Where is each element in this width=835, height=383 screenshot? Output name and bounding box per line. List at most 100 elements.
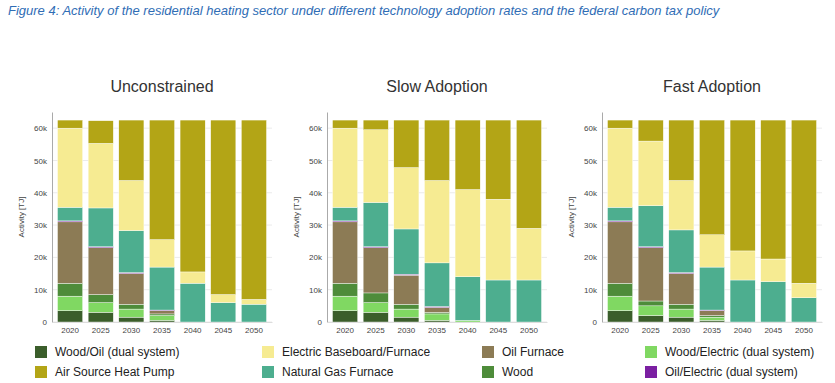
- bar-segment: [730, 280, 755, 322]
- bar-segment: [669, 230, 694, 273]
- bar-segment: [608, 311, 633, 322]
- x-tick-label: 2050: [245, 326, 263, 335]
- y-tick-label: 10k: [34, 286, 48, 295]
- bar-segment: [241, 304, 266, 322]
- y-tick: 50k: [34, 157, 52, 166]
- y-axis: 010k20k30k40k50k60k: [309, 113, 327, 328]
- x-tick-label: 2035: [703, 326, 721, 335]
- legend-swatch: [482, 366, 494, 378]
- y-axis-line: [52, 113, 53, 323]
- bar-segment: [119, 180, 144, 230]
- bar-segment: [761, 282, 786, 322]
- y-axis-title: Activity [TJ]: [567, 197, 576, 238]
- bar-segment: [119, 317, 144, 322]
- legend-item: Natural Gas Furnace: [262, 365, 394, 379]
- y-tick: 40k: [584, 189, 602, 198]
- series: [608, 222, 725, 316]
- y-tick-label: 20k: [584, 253, 598, 262]
- x-tick: 2020: [61, 322, 79, 335]
- bar-segment: [455, 190, 480, 277]
- x-tick-label: 2030: [122, 326, 140, 335]
- x-tick: 2025: [367, 322, 385, 335]
- bar-segment: [363, 303, 388, 313]
- y-tick-label: 60k: [309, 124, 323, 133]
- y-tick-label: 40k: [584, 189, 598, 198]
- bar-segment: [608, 120, 633, 128]
- bar-segment: [516, 280, 541, 322]
- legend-swatch: [645, 366, 657, 378]
- y-tick: 10k: [34, 286, 52, 295]
- y-tick: 50k: [584, 157, 602, 166]
- bar-segment: [363, 312, 388, 322]
- caption: Figure 4: Activity of the residential he…: [8, 3, 721, 18]
- bars: [58, 120, 267, 322]
- legend-swatch: [645, 346, 657, 358]
- bar-segment: [58, 296, 83, 311]
- bar-segment: [699, 311, 724, 316]
- bar-segment: [486, 199, 511, 280]
- x-tick: 2030: [672, 322, 690, 335]
- y-tick-label: 0: [43, 318, 48, 327]
- bar-segment: [699, 120, 724, 235]
- bars: [333, 120, 542, 322]
- y-tick: 40k: [34, 189, 52, 198]
- bar-segment: [486, 280, 511, 322]
- bar-segment: [699, 320, 724, 322]
- bar-segment: [88, 121, 113, 144]
- bar-segment: [88, 312, 113, 322]
- legend-label: Oil Furnace: [502, 345, 564, 359]
- bar-segment: [119, 231, 144, 273]
- bar-segment: [424, 314, 449, 320]
- bar-segment: [516, 120, 541, 228]
- y-tick-label: 50k: [584, 157, 598, 166]
- bar-segment: [149, 311, 174, 314]
- bar-segment: [394, 309, 419, 317]
- legend-swatch: [35, 346, 47, 358]
- y-tick: 10k: [309, 286, 327, 295]
- bar-segment: [761, 259, 786, 282]
- bar-segment: [180, 283, 205, 322]
- x-tick-label: 2030: [672, 326, 690, 335]
- bar-segment: [241, 299, 266, 304]
- bar-segment: [638, 120, 663, 141]
- legend-swatch: [35, 366, 47, 378]
- bar-segment: [363, 293, 388, 303]
- subplot-title: Unconstrained: [110, 78, 213, 95]
- bar-segment: [119, 274, 144, 305]
- bar-segment: [149, 240, 174, 267]
- bar-segment: [119, 309, 144, 317]
- legend-swatch: [262, 366, 274, 378]
- bar-segment: [149, 267, 174, 310]
- subplot-title: Fast Adoption: [663, 78, 761, 95]
- bar-segment: [333, 120, 358, 128]
- bar-segment: [486, 120, 511, 199]
- bar-segment: [149, 120, 174, 240]
- bar-segment: [58, 207, 83, 221]
- bar-segment: [333, 296, 358, 311]
- y-tick: 0: [318, 318, 327, 327]
- x-tick-label: 2035: [153, 326, 171, 335]
- y-tick-label: 30k: [584, 221, 598, 230]
- bar-segment: [394, 229, 419, 274]
- bar-segment: [363, 202, 388, 246]
- bar-segment: [149, 320, 174, 322]
- legend-item: Oil/Electric (dual system): [645, 365, 798, 379]
- y-tick-label: 60k: [584, 124, 598, 133]
- x-tick: 2040: [184, 322, 202, 335]
- y-tick: 60k: [34, 124, 52, 133]
- y-tick-label: 10k: [584, 286, 598, 295]
- bar-segment: [638, 248, 663, 301]
- y-tick-label: 50k: [34, 157, 48, 166]
- legend-item: Wood/Electric (dual system): [645, 345, 814, 359]
- bar-segment: [455, 120, 480, 189]
- x-tick-label: 2020: [611, 326, 629, 335]
- legend-label: Natural Gas Furnace: [282, 365, 394, 379]
- bar-segment: [88, 295, 113, 303]
- x-tick: 2050: [795, 322, 813, 335]
- bar-segment: [88, 248, 113, 295]
- panel: Slow AdoptionActivity [TJ]010k20k30k40k5…: [292, 78, 548, 335]
- y-tick-label: 30k: [309, 221, 323, 230]
- bar-segment: [333, 128, 358, 207]
- series: [58, 311, 175, 322]
- bar-segment: [394, 275, 419, 304]
